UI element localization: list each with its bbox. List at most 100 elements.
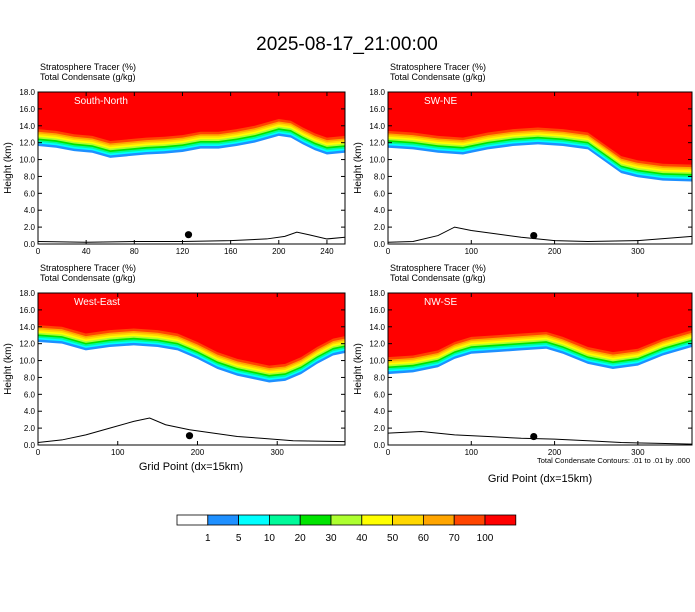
y-tick-label: 6.0 (374, 189, 386, 198)
y-tick-label: 18.0 (19, 88, 35, 97)
y-tick-label: 14.0 (19, 122, 35, 131)
header-condensate: Total Condensate (g/kg) (390, 273, 486, 283)
y-tick-label: 16.0 (369, 306, 385, 315)
y-tick-label: 6.0 (374, 390, 386, 399)
colorbar-swatch (361, 514, 393, 526)
y-tick-label: 2.0 (374, 223, 386, 232)
colorbar-label: 20 (295, 533, 307, 544)
colorbar-label: 70 (449, 533, 461, 544)
y-axis-sw-ne: 0.0 2.0 4.0 6.0 8.0 10.0 12.0 14.0 16.0 18.0 (369, 88, 692, 249)
colorbar-label: 60 (418, 533, 430, 544)
y-tick-label: 10.0 (369, 357, 385, 366)
y-tick-label: 16.0 (19, 306, 35, 315)
y-tick-label: 18.0 (369, 88, 385, 97)
header-condensate: Total Condensate (g/kg) (40, 72, 136, 82)
y-tick-label: 18.0 (369, 289, 385, 298)
x-tick-label: 0 (36, 448, 41, 457)
tracer-band-1 (38, 293, 345, 366)
panel-south-north: 0.0 2.0 4.0 6.0 8.0 10.0 12.0 14.0 16.0 18.0 0 40 80… (3, 62, 346, 256)
y-tick-label: 4.0 (374, 407, 386, 416)
tracer-field-west-east (38, 293, 345, 443)
colorbar-label: 30 (325, 533, 337, 544)
y-axis-label: Height (km) (353, 142, 364, 194)
tracer-field-nw-se (388, 293, 692, 445)
y-tick-label: 6.0 (24, 390, 36, 399)
y-axis-nw-se: 0.0 2.0 4.0 6.0 8.0 10.0 12.0 14.0 16.0 18.0 (369, 289, 692, 450)
colorbar-swatch (453, 514, 486, 526)
figure-title: 2025-08-17_21:00:00 (256, 34, 438, 55)
tracer-band-1 (38, 92, 345, 141)
x-tick-label: 100 (465, 247, 479, 256)
panel-nw-se: 0.0 2.0 4.0 6.0 8.0 10.0 12.0 14.0 16.0 18.0 0 100 2… (353, 263, 693, 485)
plot-frame (387, 91, 693, 245)
y-axis-label: Height (km) (3, 343, 14, 395)
tracer-band-1 (388, 293, 692, 358)
x-tick-label: 80 (130, 247, 139, 256)
y-tick-label: 4.0 (374, 206, 386, 215)
x-axis-sw-ne: 0 100 200 300 (386, 92, 645, 256)
x-tick-label: 240 (320, 247, 334, 256)
header-condensate: Total Condensate (g/kg) (390, 72, 486, 82)
x-tick-label: 40 (82, 247, 91, 256)
header-tracer: Stratosphere Tracer (%) (390, 263, 486, 273)
colorbar-swatch (268, 514, 301, 526)
y-tick-label: 14.0 (369, 122, 385, 131)
plot-frame (37, 292, 346, 446)
panel-label: West-East (74, 297, 120, 308)
y-tick-label: 18.0 (19, 289, 35, 298)
colorbar-swatch (238, 514, 270, 526)
terrain-line (388, 226, 692, 243)
tracer-field-sw-ne (388, 92, 692, 243)
y-tick-label: 8.0 (374, 172, 386, 181)
plot-frame (387, 292, 693, 446)
y-tick-label: 10.0 (369, 156, 385, 165)
colorbar-swatch (299, 514, 332, 526)
colorbar-label: 40 (356, 533, 368, 544)
tracer-band-1 (388, 92, 692, 165)
y-tick-label: 14.0 (369, 323, 385, 332)
x-tick-label: 200 (272, 247, 286, 256)
y-tick-label: 0.0 (374, 441, 386, 450)
colorbar-label: 1 (205, 533, 211, 544)
y-tick-label: 4.0 (24, 407, 36, 416)
x-tick-label: 100 (465, 448, 479, 457)
y-tick-label: 12.0 (369, 139, 385, 148)
x-tick-label: 300 (271, 448, 285, 457)
colorbar-label: 50 (387, 533, 399, 544)
colorbar-label: 10 (264, 533, 276, 544)
y-axis-label: Height (km) (353, 343, 364, 395)
y-tick-label: 10.0 (19, 357, 35, 366)
x-axis-south-north: 0 40 80 120 160 200 240 (36, 92, 334, 256)
header-tracer: Stratosphere Tracer (%) (40, 62, 136, 72)
colorbar-swatch (176, 514, 209, 526)
y-tick-label: 12.0 (369, 340, 385, 349)
y-tick-label: 8.0 (24, 373, 36, 382)
colorbar-label: 100 (477, 533, 494, 544)
x-tick-label: 200 (191, 448, 205, 457)
header-tracer: Stratosphere Tracer (%) (390, 62, 486, 72)
panel-west-east: 0.0 2.0 4.0 6.0 8.0 10.0 12.0 14.0 16.0 18.0 0 100 2… (3, 263, 346, 457)
x-tick-label: 100 (111, 448, 125, 457)
panel-label: SW-NE (424, 96, 457, 107)
y-tick-label: 2.0 (24, 223, 36, 232)
y-tick-label: 4.0 (24, 206, 36, 215)
y-tick-label: 10.0 (19, 156, 35, 165)
contour-note: Total Condensate Contours: .01 to .01 by… (537, 456, 690, 465)
x-axis-label: Grid Point (dx=15km) (488, 473, 592, 485)
x-tick-label: 0 (386, 448, 391, 457)
y-axis-label: Height (km) (3, 142, 14, 194)
x-tick-label: 0 (36, 247, 41, 256)
y-tick-label: 6.0 (24, 189, 36, 198)
y-axis-west-east: 0.0 2.0 4.0 6.0 8.0 10.0 12.0 14.0 16.0 18.0 (19, 289, 345, 450)
y-tick-label: 8.0 (24, 172, 36, 181)
colorbar-swatch (392, 514, 424, 526)
colorbar-swatch (330, 514, 363, 526)
colorbar-swatch (422, 514, 455, 526)
colorbar-label: 5 (236, 533, 242, 544)
tracer-field-south-north (38, 92, 345, 243)
panel-sw-ne: 0.0 2.0 4.0 6.0 8.0 10.0 12.0 14.0 16.0 18.0 0 100 2… (353, 62, 693, 256)
y-tick-label: 2.0 (374, 424, 386, 433)
colorbar-swatch (207, 514, 240, 526)
y-axis-south-north: 0.0 2.0 4.0 6.0 8.0 10.0 12.0 14.0 16.0 18.0 (19, 88, 345, 249)
